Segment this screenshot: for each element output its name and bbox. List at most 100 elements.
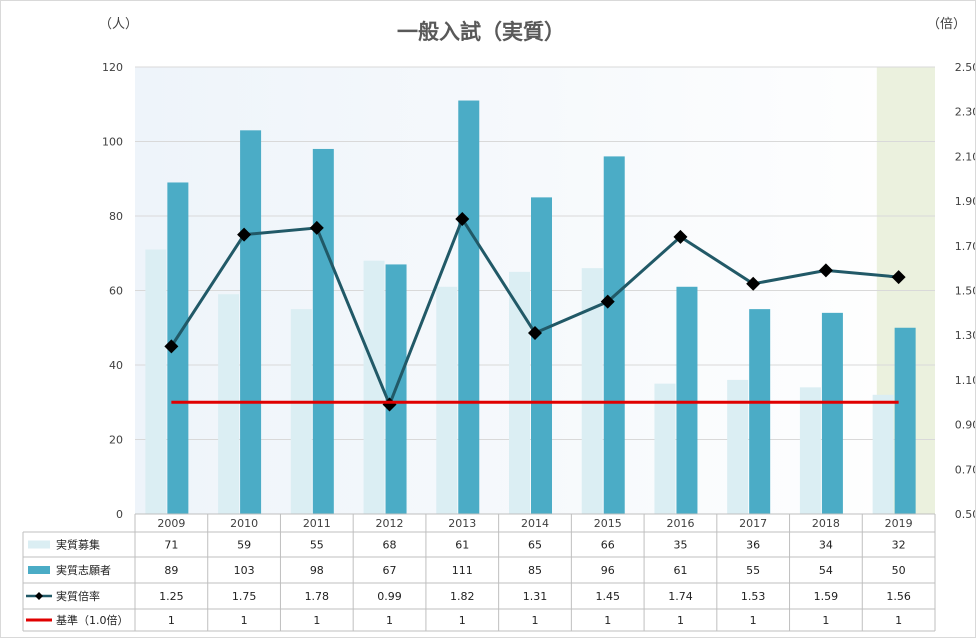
bar-applicants-2009	[167, 182, 189, 514]
data-label: 1	[386, 614, 393, 627]
data-label: 36	[746, 539, 760, 552]
data-label: 1	[604, 614, 611, 627]
legend-key-0	[28, 540, 50, 549]
y-left-tick: 40	[109, 359, 123, 372]
chart-title: 一般入試（実質）	[397, 20, 565, 44]
y-left-tick: 100	[102, 136, 123, 149]
right-axis-unit: （倍）	[927, 17, 966, 32]
point-ratio-2019	[891, 270, 906, 285]
data-label: 71	[164, 539, 178, 552]
x-tick-2010: 2010	[230, 517, 258, 530]
data-label: 0.99	[377, 590, 402, 603]
x-tick-2018: 2018	[812, 517, 840, 530]
data-label: 98	[310, 564, 324, 577]
bar-recruit-2011	[290, 309, 312, 514]
y-right-tick: 0.50	[955, 508, 975, 521]
y-right-tick: 2.10	[955, 150, 975, 163]
data-label: 66	[601, 539, 615, 552]
x-tick-2016: 2016	[666, 517, 694, 530]
x-tick-2009: 2009	[157, 517, 185, 530]
y-right-tick: 1.10	[955, 374, 975, 387]
data-label: 1	[677, 614, 684, 627]
data-label: 1	[168, 614, 175, 627]
bar-recruit-2013	[436, 286, 458, 514]
data-label: 1.25	[159, 590, 184, 603]
data-label: 54	[819, 564, 833, 577]
data-label: 89	[164, 564, 178, 577]
data-label: 1.82	[450, 590, 475, 603]
point-ratio-2016	[673, 229, 688, 244]
x-tick-2017: 2017	[739, 517, 767, 530]
data-label: 55	[310, 539, 324, 552]
point-ratio-2014	[528, 325, 542, 340]
x-tick-2011: 2011	[303, 517, 331, 530]
bar-recruit-2010	[218, 294, 240, 514]
data-label: 32	[892, 539, 906, 552]
y-left-tick: 80	[109, 210, 123, 223]
point-ratio-2017	[746, 276, 761, 291]
x-tick-2014: 2014	[521, 517, 549, 530]
data-label: 68	[383, 539, 397, 552]
bar-applicants-2019	[894, 327, 916, 514]
y-left-tick: 0	[116, 508, 123, 521]
y-right-tick: 1.90	[955, 195, 975, 208]
data-label: 1	[822, 614, 829, 627]
y-right-tick: 1.70	[955, 240, 975, 253]
bar-recruit-2012	[363, 260, 385, 514]
data-label: 1	[241, 614, 248, 627]
point-ratio-2015	[600, 294, 615, 309]
y-right-tick: 0.70	[955, 463, 975, 476]
data-label: 59	[237, 539, 251, 552]
bar-applicants-2011	[312, 148, 334, 514]
y-right-tick: 0.90	[955, 419, 975, 432]
data-label: 34	[819, 539, 833, 552]
data-label: 1.59	[814, 590, 839, 603]
bar-applicants-2014	[531, 197, 552, 514]
data-label: 1.53	[741, 590, 766, 603]
bar-recruit-2009	[145, 249, 167, 514]
x-tick-2012: 2012	[376, 517, 404, 530]
data-label: 67	[383, 564, 397, 577]
data-label: 61	[673, 564, 687, 577]
legend-label-1: 実質志願者	[56, 563, 111, 577]
data-label: 1	[532, 614, 539, 627]
data-label: 103	[234, 564, 255, 577]
y-right-tick: 2.50	[955, 61, 975, 74]
point-ratio-2018	[818, 263, 833, 278]
bar-recruit-2015	[581, 268, 603, 514]
legend-key-marker-2	[35, 592, 43, 600]
bar-applicants-2017	[749, 309, 771, 514]
legend-label-2: 実質倍率	[56, 589, 100, 603]
y-left-tick: 120	[102, 61, 123, 74]
data-label: 1.56	[886, 590, 911, 603]
legend-key-1	[28, 566, 50, 574]
bar-recruit-2017	[727, 379, 749, 514]
legend-label-3: 基準（1.0倍）	[56, 613, 129, 627]
data-label: 61	[455, 539, 469, 552]
y-right-tick: 2.30	[955, 106, 975, 119]
point-ratio-2011	[309, 220, 324, 235]
bar-recruit-2019	[872, 394, 894, 514]
bar-applicants-2018	[821, 312, 843, 514]
data-label: 55	[746, 564, 760, 577]
data-label: 96	[601, 564, 615, 577]
bar-recruit-2016	[654, 383, 676, 514]
data-label: 111	[452, 564, 473, 577]
bar-recruit-2018	[799, 387, 821, 514]
data-label: 1	[459, 614, 466, 627]
y-right-tick: 1.30	[955, 329, 975, 342]
y-left-tick: 60	[109, 285, 123, 298]
point-ratio-2009	[164, 339, 179, 354]
left-axis-unit: （人）	[99, 17, 138, 32]
x-tick-2013: 2013	[448, 517, 476, 530]
bar-applicants-2015	[603, 156, 625, 514]
data-label: 1.74	[668, 590, 693, 603]
data-label: 1.45	[595, 590, 620, 603]
legend-label-0: 実質募集	[56, 538, 100, 552]
x-tick-2019: 2019	[885, 517, 913, 530]
y-left-tick: 20	[109, 434, 123, 447]
data-label: 1	[895, 614, 902, 627]
bar-applicants-2010	[240, 130, 262, 514]
